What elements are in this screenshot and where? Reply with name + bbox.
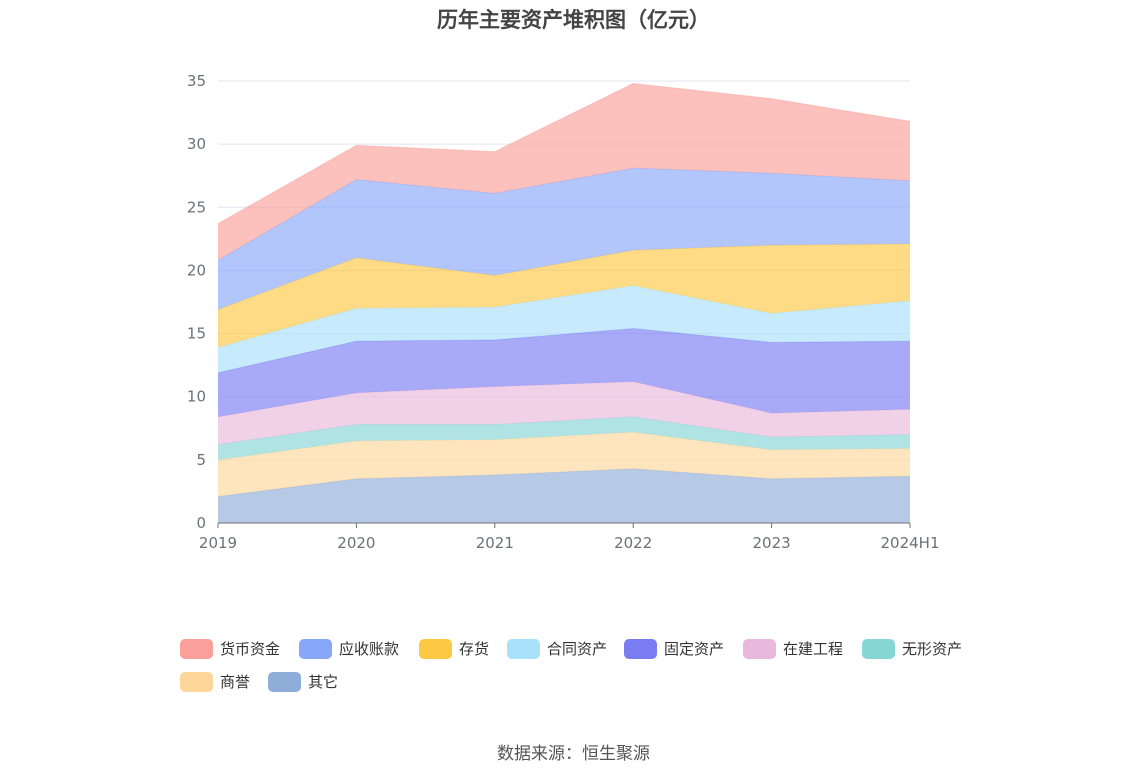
- data-source: 数据来源：恒生聚源: [497, 744, 650, 764]
- legend-item[interactable]: 其它: [268, 671, 338, 692]
- legend-item[interactable]: 固定资产: [624, 638, 724, 659]
- area-series-0[interactable]: [218, 468, 910, 523]
- legend-label: 在建工程: [783, 640, 844, 658]
- legend-item[interactable]: 应收账款: [299, 638, 399, 659]
- axes: 0 5 10 15 20 25 30 35 2019 2020 2021 2022 2023 2024H1: [187, 72, 940, 552]
- legend-label: 固定资产: [664, 640, 725, 658]
- stacked-area-chart: 0 5 10 15 20 25 30 35 2019 2020 2021 2022 2023 2024H1: [187, 72, 940, 552]
- legend-item[interactable]: 在建工程: [743, 638, 843, 659]
- legend-swatch: [268, 671, 301, 692]
- x-tick-label: 2023: [753, 534, 791, 552]
- x-tick-label: 2021: [476, 534, 514, 552]
- area-series-5[interactable]: [218, 285, 910, 373]
- y-tick-label: 35: [187, 72, 206, 90]
- legend-label: 货币资金: [220, 640, 281, 658]
- area-series-7[interactable]: [218, 168, 910, 310]
- area-series-2[interactable]: [218, 416, 910, 460]
- legend-item[interactable]: 货币资金: [180, 638, 280, 659]
- chart-title: 历年主要资产堆积图（亿元）: [437, 8, 710, 32]
- y-tick-label: 0: [196, 514, 206, 532]
- y-tick-label: 15: [187, 325, 206, 343]
- legend-label: 无形资产: [902, 640, 963, 658]
- x-tick-label: 2022: [614, 534, 652, 552]
- legend-item[interactable]: 存货: [419, 638, 489, 659]
- legend-swatch: [299, 638, 332, 659]
- x-tick-label: 2020: [337, 534, 375, 552]
- legend-swatch: [743, 638, 776, 659]
- y-tick-label: 20: [187, 261, 206, 279]
- legend-item[interactable]: 商誉: [180, 671, 250, 692]
- area-series-4[interactable]: [218, 328, 910, 417]
- legend-label: 其它: [308, 673, 339, 691]
- legend-item[interactable]: 合同资产: [507, 638, 607, 659]
- legend-label: 商誉: [220, 673, 251, 691]
- area-series-line-6: [217, 243, 911, 311]
- y-tick-label: 10: [187, 388, 206, 406]
- area-series-line-8: [217, 82, 911, 225]
- x-tick-label: 2024H1: [881, 534, 940, 552]
- legend-label: 应收账款: [339, 640, 400, 658]
- y-tick-label: 30: [187, 135, 206, 153]
- legend-swatch: [862, 638, 895, 659]
- legend-swatch: [419, 638, 452, 659]
- legend-swatch: [180, 671, 213, 692]
- area-series-1[interactable]: [218, 432, 910, 497]
- area-series-8[interactable]: [218, 83, 910, 261]
- legend-label: 合同资产: [547, 640, 608, 658]
- legend-item[interactable]: 无形资产: [862, 638, 962, 659]
- legend-swatch: [180, 638, 213, 659]
- y-tick-label: 5: [196, 451, 206, 469]
- x-tick-label: 2019: [199, 534, 237, 552]
- legend-label: 存货: [459, 640, 490, 658]
- area-series-6[interactable]: [218, 243, 910, 348]
- legend-swatch: [624, 638, 657, 659]
- y-tick-label: 25: [187, 198, 206, 216]
- legend-swatch: [507, 638, 540, 659]
- area-series: [217, 82, 911, 523]
- area-series-3[interactable]: [218, 381, 910, 445]
